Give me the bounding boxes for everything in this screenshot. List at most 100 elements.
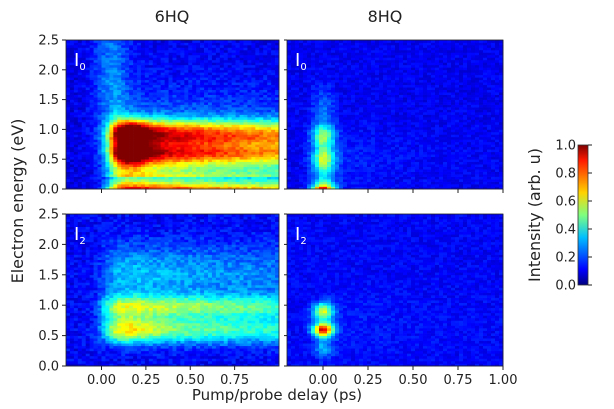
heatmap-cell <box>129 161 134 165</box>
heatmap-cell <box>196 69 201 73</box>
heatmap-cell <box>343 72 348 76</box>
heatmap-cell <box>192 136 197 140</box>
heatmap-cell <box>327 161 332 165</box>
heatmap-cell <box>129 107 134 110</box>
heatmap-cell <box>243 114 248 118</box>
heatmap-cell <box>383 52 388 56</box>
heatmap-cell <box>351 40 356 43</box>
heatmap-cell <box>69 42 75 46</box>
heatmap-cell <box>73 49 79 53</box>
heatmap-cell <box>227 184 233 187</box>
heatmap-cell <box>156 141 162 145</box>
heatmap-cell <box>319 107 324 110</box>
heatmap-cell <box>140 59 146 63</box>
heatmap-cell <box>129 74 134 78</box>
heatmap-cell <box>125 72 130 76</box>
heatmap-cell <box>109 72 114 76</box>
heatmap-cell <box>121 94 126 98</box>
heatmap-cell <box>379 159 384 163</box>
heatmap-cell <box>315 146 320 150</box>
heatmap-cell <box>395 94 400 98</box>
heatmap-cell <box>105 164 110 167</box>
heatmap-cell <box>311 171 316 175</box>
heatmap-cell <box>255 59 260 63</box>
heatmap-cell <box>351 89 356 93</box>
heatmap-cell <box>109 104 114 108</box>
heatmap-cell <box>215 129 221 133</box>
heatmap-cell <box>152 77 158 81</box>
heatmap-cell <box>235 136 240 140</box>
heatmap-cell <box>359 144 364 148</box>
heatmap-cell <box>331 94 336 98</box>
heatmap-cell <box>97 79 102 83</box>
heatmap-cell <box>379 69 384 73</box>
heatmap-cell <box>243 44 248 48</box>
heatmap-cell <box>196 131 201 135</box>
heatmap-cell <box>319 149 324 153</box>
heatmap-cell <box>180 159 185 163</box>
heatmap-cell <box>204 57 209 61</box>
heatmap-cell <box>121 131 126 135</box>
heatmap-cell <box>168 92 173 95</box>
heatmap-cell <box>196 89 201 93</box>
heatmap-cell <box>343 44 348 48</box>
heatmap-cell <box>148 104 154 108</box>
heatmap-cell <box>227 40 233 43</box>
heatmap-cell <box>137 59 142 63</box>
heatmap-cell <box>295 79 300 83</box>
heatmap-cell <box>89 151 94 155</box>
heatmap-cell <box>331 156 336 160</box>
heatmap-cell <box>81 72 87 76</box>
heatmap-cell <box>287 54 292 58</box>
heatmap-cell <box>299 99 304 103</box>
heatmap-cell <box>208 54 213 58</box>
heatmap-cell <box>144 139 150 143</box>
heatmap-cell <box>271 119 276 123</box>
heatmap-cell <box>351 42 356 46</box>
heatmap-cell <box>180 121 185 125</box>
heatmap-cell <box>367 87 372 91</box>
heatmap-cell <box>93 164 98 167</box>
heatmap-cell <box>144 181 150 185</box>
heatmap-cell <box>172 89 177 93</box>
heatmap-cell <box>363 104 368 108</box>
heatmap-cell <box>299 159 304 163</box>
heatmap-cell <box>101 151 106 155</box>
heatmap-cell <box>339 112 344 115</box>
heatmap-cell <box>69 92 75 95</box>
heatmap-cell <box>363 154 368 158</box>
heatmap-cell <box>93 84 98 88</box>
heatmap-cell <box>66 54 71 58</box>
heatmap-cell <box>73 126 79 130</box>
heatmap-cell <box>255 87 260 91</box>
heatmap-cell <box>176 144 181 148</box>
heatmap-cell <box>235 64 240 68</box>
heatmap-cell <box>295 109 300 113</box>
heatmap-cell <box>275 119 280 123</box>
heatmap-cell <box>215 144 221 148</box>
heatmap-cell <box>208 171 213 175</box>
heatmap-cell <box>113 149 118 153</box>
heatmap-cell <box>73 99 79 103</box>
heatmap-cell <box>387 169 392 172</box>
heatmap-cell <box>223 107 229 110</box>
heatmap-cell <box>133 126 138 130</box>
heatmap-cell <box>383 159 388 163</box>
heatmap-cell <box>367 156 372 160</box>
heatmap-cell <box>208 49 213 53</box>
heatmap-cell <box>287 107 292 110</box>
heatmap-cell <box>148 121 154 125</box>
heatmap-cell <box>219 129 225 133</box>
heatmap-cell <box>363 151 368 155</box>
heatmap-cell <box>137 44 142 48</box>
heatmap-cell <box>335 161 340 165</box>
heatmap-cell <box>387 94 392 98</box>
heatmap-cell <box>339 164 344 167</box>
heatmap-cell <box>271 87 276 91</box>
heatmap-cell <box>215 59 221 63</box>
heatmap-cell <box>89 131 94 135</box>
heatmap-cell <box>287 154 292 158</box>
heatmap-cell <box>97 146 102 150</box>
heatmap-cell <box>339 44 344 48</box>
heatmap-cell <box>148 77 154 81</box>
